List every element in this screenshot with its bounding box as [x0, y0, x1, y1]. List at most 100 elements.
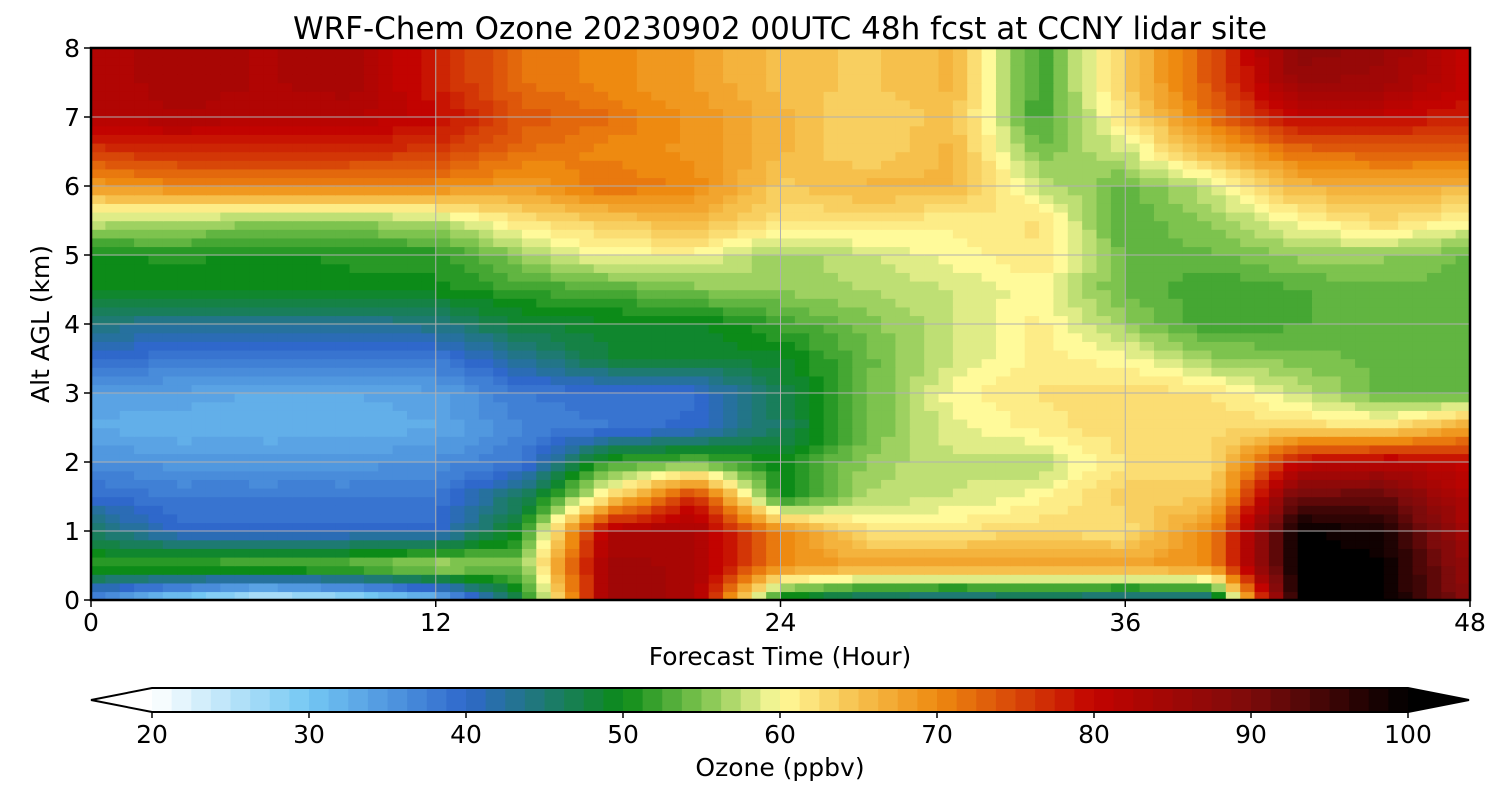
heatmap-cell [837, 237, 854, 248]
heatmap-cell [952, 315, 968, 325]
heatmap-cell [1311, 418, 1328, 429]
heatmap-cell [723, 384, 739, 394]
heatmap-cell [119, 444, 135, 455]
heatmap-cell [1039, 393, 1055, 403]
heatmap-cell [622, 211, 638, 222]
heatmap-cell [234, 306, 250, 317]
heatmap-cell [852, 306, 868, 317]
heatmap-cell [881, 151, 897, 161]
heatmap-cell [119, 211, 135, 222]
heatmap-cell [306, 160, 322, 170]
heatmap-cell [507, 177, 523, 187]
heatmap-cell [1182, 582, 1198, 593]
heatmap-cell [1211, 487, 1227, 498]
heatmap-cell [608, 332, 624, 342]
heatmap-cell [636, 203, 652, 213]
heatmap-cell [363, 220, 379, 230]
heatmap-cell [895, 591, 911, 600]
heatmap-cell [651, 401, 667, 411]
heatmap-cell [1412, 582, 1428, 593]
heatmap-cell [249, 349, 265, 360]
heatmap-cell [837, 531, 854, 541]
heatmap-cell [1441, 237, 1457, 248]
heatmap-cell [1039, 487, 1055, 498]
heatmap-cell [435, 522, 451, 532]
heatmap-cell [1153, 237, 1170, 248]
heatmap-cell [1153, 539, 1170, 549]
heatmap-cell [909, 513, 925, 524]
heatmap-cell [1197, 531, 1213, 541]
heatmap-cell [852, 255, 868, 265]
heatmap-cell [493, 349, 509, 360]
heatmap-cell [895, 246, 911, 256]
heatmap-cell [292, 229, 308, 239]
heatmap-cell [162, 505, 178, 515]
heatmap-cell [651, 522, 667, 532]
heatmap-cell [493, 332, 509, 342]
heatmap-cell [349, 574, 365, 584]
heatmap-cell [249, 306, 265, 317]
heatmap-cell [1211, 324, 1227, 334]
heatmap-cell [1297, 263, 1313, 273]
heatmap-cell [1110, 237, 1126, 248]
heatmap-cell [938, 315, 954, 325]
heatmap-cell [1053, 375, 1069, 386]
heatmap-cell [895, 556, 911, 567]
heatmap-cell [737, 298, 753, 308]
heatmap-cell [249, 384, 265, 394]
heatmap-cell [407, 298, 423, 308]
heatmap-cell [263, 168, 279, 179]
heatmap-cell [521, 418, 537, 429]
heatmap-cell [1110, 375, 1126, 386]
heatmap-cell [1412, 453, 1428, 463]
heatmap-cell [665, 237, 681, 248]
heatmap-cell [1053, 280, 1069, 291]
heatmap-cell [809, 418, 825, 429]
heatmap-cell [1153, 306, 1170, 317]
heatmap-cell [478, 591, 494, 600]
heatmap-cell [622, 358, 638, 368]
heatmap-cell [521, 315, 537, 325]
heatmap-cell [320, 160, 336, 170]
heatmap-cell [823, 367, 839, 377]
heatmap-cell [967, 332, 983, 342]
heatmap-cell [1311, 272, 1328, 282]
heatmap-cell [306, 393, 322, 403]
heatmap-cell [708, 332, 724, 342]
heatmap-cell [464, 306, 480, 317]
heatmap-cell [191, 582, 207, 593]
heatmap-cell [191, 531, 207, 541]
heatmap-cell [852, 565, 868, 575]
heatmap-cell [1211, 436, 1227, 446]
heatmap-cell [335, 237, 351, 248]
heatmap-cell [1254, 203, 1270, 213]
heatmap-cell [766, 160, 782, 170]
heatmap-cell [1067, 177, 1083, 187]
heatmap-cell [1326, 280, 1342, 291]
heatmap-cell [1268, 393, 1284, 403]
heatmap-cell [1254, 418, 1270, 429]
heatmap-cell [91, 255, 107, 265]
heatmap-cell [292, 582, 308, 593]
heatmap-cell [1311, 375, 1328, 386]
heatmap-cell [1125, 289, 1141, 299]
heatmap-cell [766, 487, 782, 498]
heatmap-cell [220, 453, 236, 463]
heatmap-cell [1455, 470, 1470, 480]
heatmap-cell [1355, 522, 1371, 532]
heatmap-cell [952, 229, 968, 239]
heatmap-cell [1125, 444, 1141, 455]
heatmap-cell [378, 513, 394, 524]
heatmap-cell [536, 470, 552, 480]
heatmap-cell [708, 229, 724, 239]
heatmap-cell [1426, 186, 1442, 196]
heatmap-cell [205, 194, 221, 204]
heatmap-cell [967, 349, 983, 360]
heatmap-cell [234, 255, 250, 265]
heatmap-cell [407, 306, 423, 317]
heatmap-cell [421, 453, 437, 463]
heatmap-cell [335, 539, 351, 549]
heatmap-cell [1441, 298, 1457, 308]
heatmap-cell [780, 375, 796, 386]
heatmap-cell [579, 418, 595, 429]
